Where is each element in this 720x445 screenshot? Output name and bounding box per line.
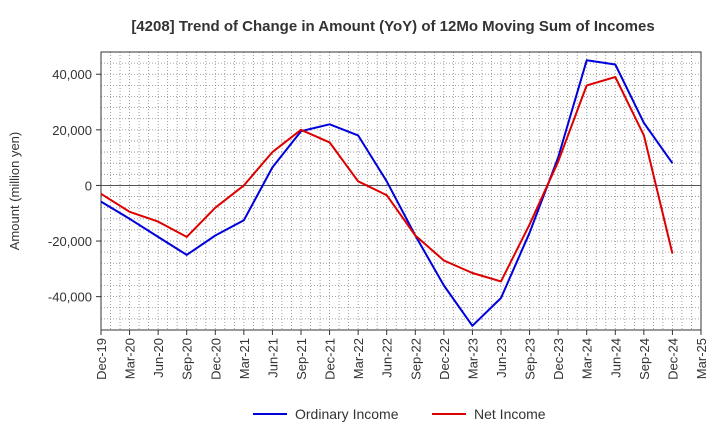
chart-title: [4208] Trend of Change in Amount (YoY) o… bbox=[131, 18, 654, 35]
x-tick-label: Dec-24 bbox=[665, 338, 680, 380]
x-tick-label: Dec-22 bbox=[437, 338, 452, 380]
x-tick-label: Mar-20 bbox=[123, 338, 138, 379]
x-tick-label: Sep-24 bbox=[637, 338, 652, 380]
x-tick-label: Sep-21 bbox=[294, 338, 309, 380]
grid-lines bbox=[101, 52, 701, 330]
plot-frame bbox=[100, 51, 702, 331]
x-tick-label: Dec-20 bbox=[208, 338, 223, 380]
x-tick-label: Sep-20 bbox=[180, 338, 195, 380]
legend-label: Net Income bbox=[474, 406, 546, 422]
legend: Ordinary Income Net Income bbox=[253, 406, 546, 422]
x-tick-label: Jun-21 bbox=[265, 338, 280, 378]
y-tick-labels: -40,000 -20,000 0 20,000 40,000 bbox=[48, 67, 92, 304]
x-tick-label: Mar-24 bbox=[580, 338, 595, 379]
x-tick-label: Jun-22 bbox=[380, 338, 395, 378]
y-tick-label: 40,000 bbox=[52, 67, 92, 82]
series-lines bbox=[100, 59, 674, 327]
x-tick-label: Dec-19 bbox=[94, 338, 109, 380]
x-tick-label: Jun-23 bbox=[494, 338, 509, 378]
y-tick-label: -40,000 bbox=[48, 290, 92, 305]
x-tick-label: Mar-21 bbox=[237, 338, 252, 379]
x-tick-label: Dec-23 bbox=[551, 338, 566, 380]
y-axis-label: Amount (million yen) bbox=[7, 132, 22, 251]
x-tick-label: Sep-23 bbox=[523, 338, 538, 380]
x-tick-label: Jun-24 bbox=[608, 338, 623, 378]
x-tick-label: Jun-20 bbox=[151, 338, 166, 378]
series-line-net-income bbox=[100, 76, 674, 283]
x-tick-label: Mar-22 bbox=[351, 338, 366, 379]
y-tick-label: -20,000 bbox=[48, 234, 92, 249]
x-tick-label: Mar-23 bbox=[465, 338, 480, 379]
x-tick-labels: Dec-19 Mar-20 Jun-20 Sep-20 Dec-20 Mar-21 Jun-… bbox=[94, 338, 709, 380]
axes bbox=[96, 51, 702, 335]
x-tick-label: Dec-21 bbox=[323, 338, 338, 380]
series-line-ordinary-income bbox=[100, 59, 674, 327]
legend-label: Ordinary Income bbox=[295, 406, 399, 422]
y-tick-label: 20,000 bbox=[52, 123, 92, 138]
x-tick-label: Mar-25 bbox=[694, 338, 709, 379]
y-tick-label: 0 bbox=[85, 178, 92, 193]
x-tick-label: Sep-22 bbox=[408, 338, 423, 380]
